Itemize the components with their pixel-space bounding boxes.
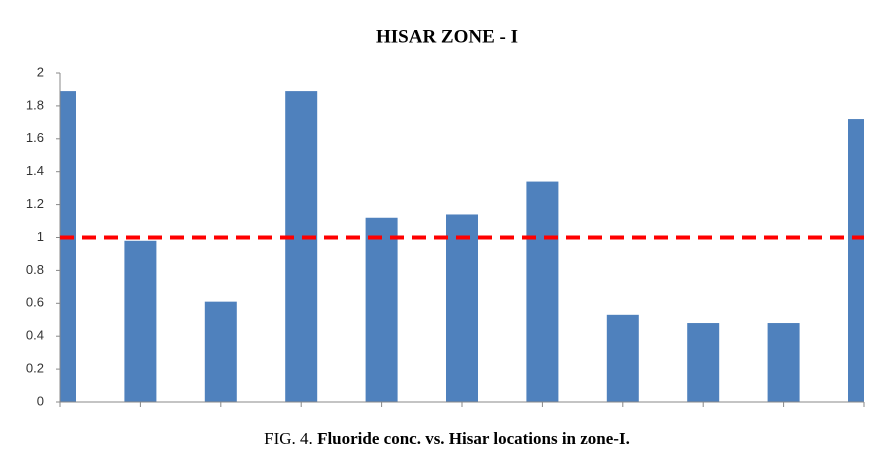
chart-title: HISAR ZONE - I <box>376 26 518 47</box>
plot-area <box>60 91 864 402</box>
bar <box>285 91 318 402</box>
bar <box>204 301 237 402</box>
y-tick-label: 0.2 <box>26 361 44 376</box>
caption: FIG. 4. Fluoride conc. vs. Hisar locatio… <box>264 429 630 448</box>
bar <box>60 91 76 402</box>
bar <box>526 181 559 402</box>
bar <box>687 323 720 402</box>
bar <box>767 323 800 402</box>
y-tick-label: 1.4 <box>26 163 44 178</box>
bar <box>365 217 398 402</box>
y-tick-label: 1.6 <box>26 130 44 145</box>
caption-label: FIG. 4. <box>264 429 313 448</box>
bar <box>446 214 478 402</box>
bar <box>848 119 864 402</box>
y-tick-label: 0 <box>37 393 44 408</box>
y-tick-label: 1 <box>37 229 44 244</box>
caption-text: Fluoride conc. vs. Hisar locations in zo… <box>317 429 630 448</box>
y-tick-label: 0.6 <box>26 295 44 310</box>
y-tick-label: 0.4 <box>26 328 44 343</box>
y-tick-label: 1.8 <box>26 97 44 112</box>
bar <box>606 314 639 402</box>
y-tick-label: 1.2 <box>26 196 44 211</box>
bar <box>124 240 157 402</box>
y-tick-label: 0.8 <box>26 262 44 277</box>
y-tick-label: 2 <box>37 64 44 79</box>
